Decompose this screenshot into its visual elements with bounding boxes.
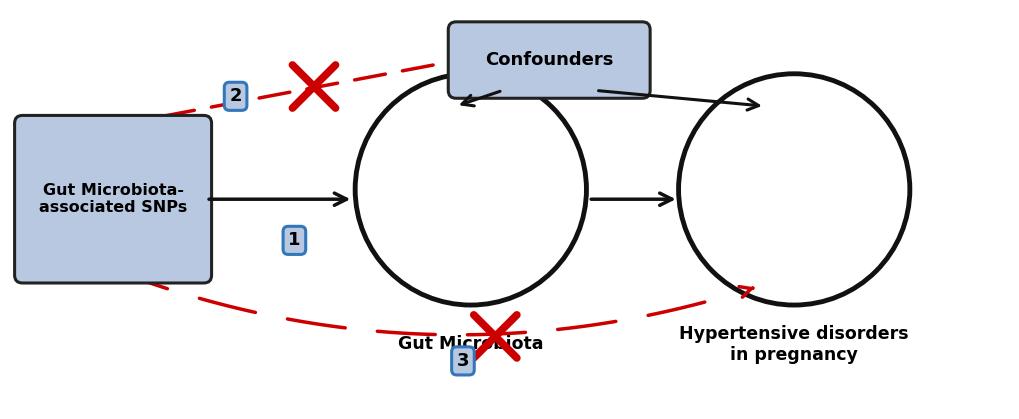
Text: Gut Microbiota-
associated SNPs: Gut Microbiota- associated SNPs — [39, 183, 187, 215]
Text: Gut Microbiota: Gut Microbiota — [397, 335, 543, 353]
Text: 1: 1 — [287, 231, 301, 249]
Text: 2: 2 — [229, 87, 242, 105]
Text: Hypertensive disorders
in pregnancy: Hypertensive disorders in pregnancy — [679, 325, 908, 364]
Text: Confounders: Confounders — [485, 51, 612, 69]
FancyBboxPatch shape — [14, 115, 211, 283]
FancyBboxPatch shape — [447, 22, 649, 98]
Text: 3: 3 — [457, 352, 469, 370]
